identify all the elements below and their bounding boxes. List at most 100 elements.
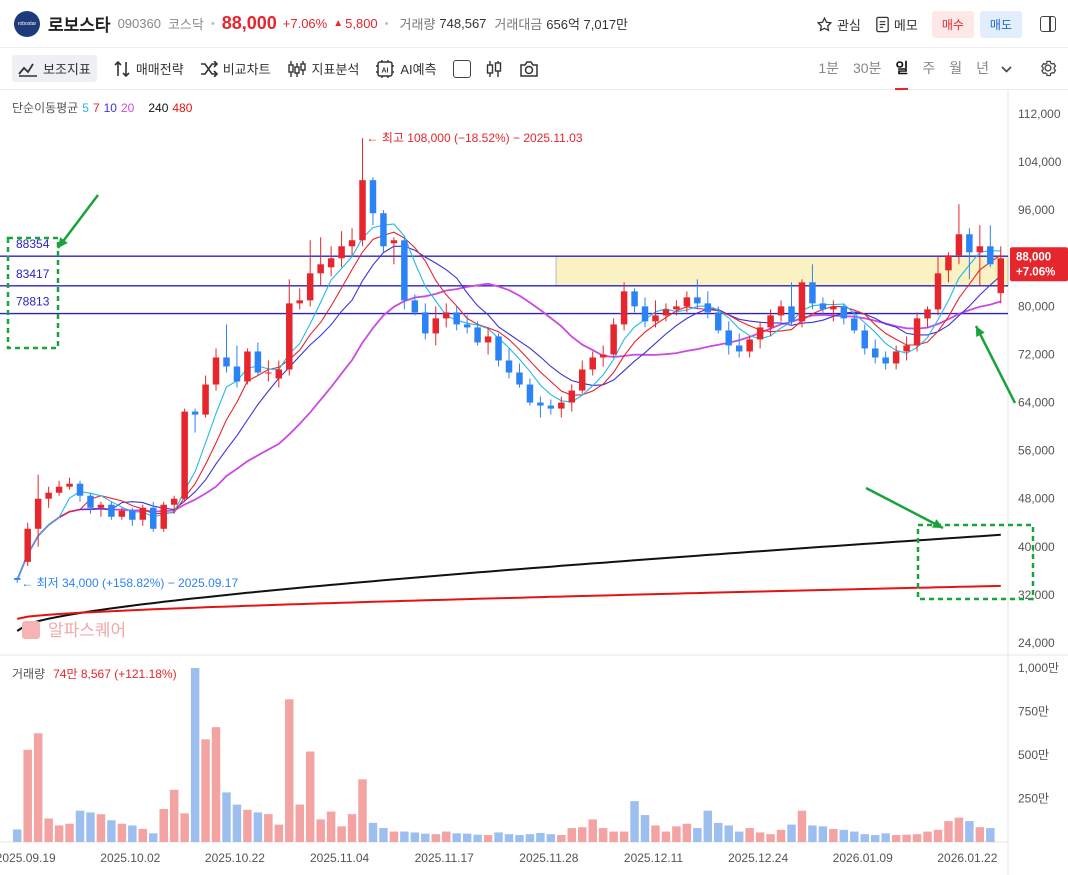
period-year[interactable]: 년 [976,60,989,76]
candle-body [746,339,753,352]
camera-icon [519,60,538,77]
candle-body [359,180,366,241]
candle-body [442,312,450,319]
buy-button[interactable]: 매수 [931,10,974,38]
price-tag [1010,247,1068,282]
volume-bar [808,825,817,842]
price-chart[interactable]: 112,000 104,000 96,000 88,000 80,000 72,000 64… [0,90,1068,875]
header-actions: 관심 메모 매수 매도 [816,0,1068,48]
ai-forecast-label: AI예측 [400,62,437,77]
volume-bar [452,833,461,842]
memo-icon [876,16,889,32]
volume-bar [358,779,367,842]
volume-bar [159,808,168,842]
volume-bar [902,834,911,842]
volume-bar [912,834,922,842]
candle-body [118,510,126,517]
candle-body [327,258,335,268]
candle-body [715,312,722,331]
volume-bar [661,831,671,842]
period-month[interactable]: 월 [949,60,963,76]
volume-bar [494,832,503,842]
candle-body [840,306,848,319]
volume-bar [630,801,639,842]
volume-axis-tick-label: 500만 [1018,748,1049,762]
compare-label: 비교차트 [222,62,271,77]
volume-bar [703,810,713,842]
volume-bar [588,819,597,842]
stock-name[interactable]: 로보스타 [48,16,111,35]
strategy-button[interactable]: 매매전략 [113,59,184,78]
candle-body [830,306,837,310]
volume-bar [138,828,148,842]
volume-bar [598,828,608,842]
volume-bar [295,804,304,842]
candle-body [652,315,659,322]
volume-bar [682,823,692,842]
candle-body [662,309,670,316]
volume-bar [787,824,796,842]
volume-axis-tick-label: 1,000만 [1018,661,1059,675]
volume-bar [12,829,22,842]
candle-body [558,402,565,409]
volume-bar [881,833,890,842]
y-axis-tick-label: 64,000 [1018,396,1055,410]
volume-bar [619,831,629,842]
green-arrow-left-head [58,237,68,248]
volume-bar [860,834,869,842]
watchlist-button[interactable]: 관심 [816,15,861,34]
indicator-icon [18,63,37,77]
ai-forecast-button[interactable]: AI AI예측 [375,59,437,79]
candle-body [809,282,816,304]
current-price: 88,000 [221,13,277,33]
volume-bar [745,828,754,842]
candle-body [589,357,596,370]
compare-button[interactable]: 비교차트 [200,59,271,78]
volume-bar [525,834,535,842]
volume-bar [180,813,189,842]
candle-body [610,324,617,355]
period-week[interactable]: 주 [922,60,936,76]
volume-bar [766,834,775,842]
y-axis-tick-label: 32,000 [1018,588,1055,602]
indicator-button[interactable]: 보조지표 [12,55,97,82]
candle-body [903,345,910,352]
green-arrow-right-down [865,486,944,530]
screenshot-button[interactable] [519,60,539,78]
annotation-layer: 88354 83417 78813 단순이동평균 5 7 10 20 240 480 ← 최고 10… [6,101,1068,681]
volume-label: 거래량 [399,17,436,32]
chevron-down-icon[interactable] [1001,62,1012,76]
volume-bar [222,792,231,842]
volume-bar [504,834,514,842]
candle-body [756,327,764,340]
analysis-button[interactable]: 지표분석 [287,59,359,78]
period-day[interactable]: 일 [895,48,909,90]
candle-body [97,504,105,508]
sell-button[interactable]: 매도 [979,10,1022,38]
low-annotation: ← 최저 34,000 (+158.82%) − 2025.09.17 [21,576,238,590]
candle-body [871,348,879,358]
market-name: 코스닥 [167,17,204,32]
volume-bar [651,825,660,842]
candle-body [913,318,921,346]
candle-body [45,492,52,499]
candle-type-button[interactable] [485,60,503,78]
side-panel-icon[interactable] [1040,16,1056,32]
candle-body [495,336,502,361]
ma-legend-item: 7 [93,101,100,115]
volume-bar [609,831,618,842]
candle-body [275,369,283,379]
period-30min[interactable]: 30분 [852,60,882,76]
settings-gear-icon[interactable] [1038,58,1058,83]
volume-bar [421,833,430,842]
volume-bar [128,825,137,842]
square-tool-icon[interactable] [452,59,471,78]
up-triangle-icon: ▲ [333,18,344,29]
compare-icon [200,60,218,77]
horizontal-line-label: 83417 [16,267,50,281]
y-axis-tick-label: 96,000 [1018,203,1055,217]
volume-bar [243,809,252,842]
period-1min[interactable]: 1분 [818,60,839,76]
memo-button[interactable]: 메모 [875,15,918,34]
volume-bar [326,811,336,842]
